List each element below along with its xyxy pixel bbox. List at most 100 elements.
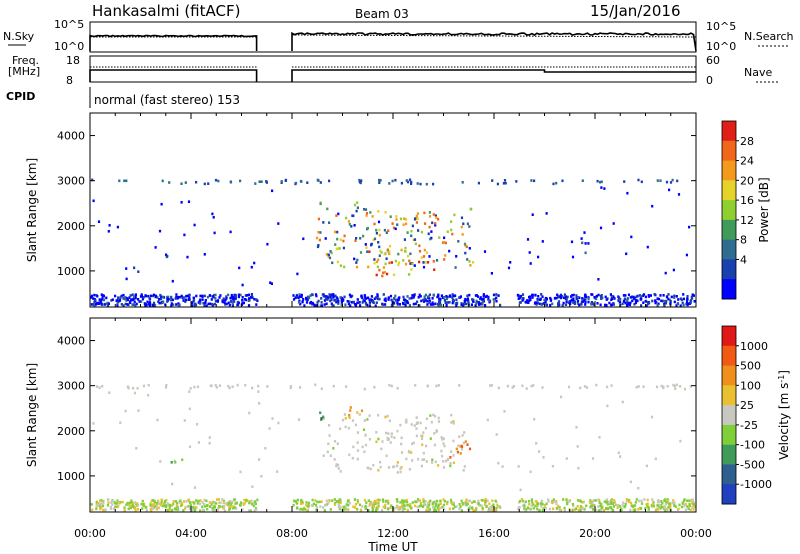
velocity-cell (231, 385, 234, 388)
velocity-cell (440, 436, 443, 439)
power-cell (595, 294, 598, 298)
velocity-cell (132, 386, 135, 390)
power-cell (230, 293, 233, 297)
velocity-cell (686, 505, 689, 508)
power-cell (451, 296, 454, 299)
power-cell (158, 298, 161, 301)
power-cell (116, 301, 119, 305)
colorbar-tick-label: 100 (740, 379, 761, 392)
power-cell (433, 268, 436, 271)
power-cell (438, 236, 441, 239)
power-cell (410, 268, 413, 271)
velocity-cell (99, 507, 102, 511)
power-cell (414, 302, 417, 306)
power-cell (234, 293, 237, 297)
power-cell (229, 300, 233, 303)
velocity-cell (134, 508, 137, 512)
velocity-cell (305, 503, 308, 507)
power-cell (133, 266, 136, 270)
power-cell (455, 298, 458, 301)
power-cell (627, 302, 630, 305)
power-cell (448, 294, 451, 297)
velocity-cell (130, 500, 133, 504)
velocity-cell (300, 507, 303, 511)
velocity-cell (380, 447, 383, 451)
velocity-cell (102, 501, 105, 505)
power-cell (244, 294, 247, 297)
colorbar-swatch (722, 160, 736, 181)
velocity-cell (352, 445, 355, 449)
power-cell (201, 298, 204, 301)
velocity-cell (165, 498, 168, 502)
power-cell (335, 300, 338, 304)
colorbar-swatch (722, 219, 736, 241)
power-cell (207, 302, 210, 306)
power-cell (570, 295, 573, 298)
velocity-cell (236, 383, 239, 387)
velocity-cell (583, 385, 586, 388)
velocity-cell (428, 508, 431, 511)
power-cell (612, 222, 615, 225)
power-cell (464, 251, 467, 255)
velocity-cell (575, 426, 578, 429)
velocity-cell (577, 508, 580, 512)
velocity-cell (422, 503, 426, 507)
velocity-cell (196, 422, 199, 426)
power-cell (140, 300, 143, 303)
power-cell (353, 257, 356, 261)
power-cell (445, 295, 448, 298)
velocity-cell (524, 500, 527, 504)
velocity-cell (349, 406, 352, 409)
velocity-cell (159, 460, 162, 463)
power-cell (552, 182, 555, 186)
power-cell (640, 180, 643, 184)
velocity-cell (149, 503, 152, 507)
power-cell (608, 301, 611, 305)
power-cell (454, 302, 457, 305)
velocity-cell (149, 502, 152, 505)
power-cell (381, 274, 384, 278)
velocity-cell (646, 498, 649, 502)
power-cell (581, 241, 584, 245)
power-cell (213, 302, 216, 306)
velocity-cell (460, 509, 463, 512)
power-cell (373, 258, 376, 261)
velocity-cell (579, 500, 582, 503)
velocity-cell (115, 505, 118, 509)
power-cell (329, 295, 332, 299)
colorbar-swatch (722, 279, 736, 300)
power-cell (96, 294, 99, 298)
velocity-cell (404, 420, 408, 424)
power-cell (443, 236, 446, 240)
velocity-cell (644, 507, 647, 510)
power-cell (686, 302, 690, 305)
velocity-cell (410, 507, 413, 510)
colorbar-frame (721, 120, 737, 300)
velocity-cell (395, 505, 398, 508)
velocity-cell (358, 413, 361, 416)
velocity-cell (171, 482, 174, 486)
freq-left-tick-high: 18 (66, 54, 80, 67)
noise-right-tick-high: 10^5 (706, 20, 736, 33)
power-cell (587, 300, 590, 304)
power-cell (395, 215, 398, 218)
power-cell (576, 299, 580, 303)
velocity-cell (239, 503, 242, 506)
power-cell (389, 215, 392, 218)
velocity-cell (374, 508, 377, 512)
velocity-cell (674, 505, 677, 508)
velocity-cell (203, 498, 206, 502)
power-cell (408, 259, 411, 263)
power-cell (390, 261, 393, 264)
velocity-cell (535, 503, 538, 507)
power-cell (437, 302, 440, 306)
power-cell (631, 295, 634, 299)
velocity-cell (425, 460, 428, 463)
velocity-cell (437, 503, 440, 507)
velocity-cell (660, 500, 663, 503)
freq-right-label: Nave (744, 66, 772, 79)
power-cell (373, 297, 376, 300)
power-cell (434, 214, 437, 217)
velocity-cell (477, 502, 480, 505)
